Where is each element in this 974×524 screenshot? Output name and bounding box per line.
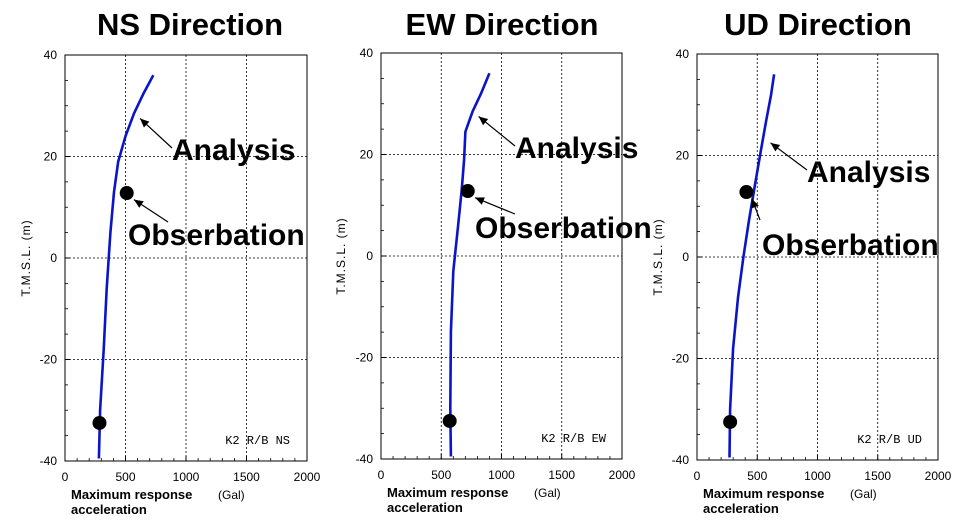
x-axis-label-line2: acceleration (387, 500, 463, 515)
x-tick-label: 1000 (804, 469, 831, 483)
y-tick-label: -20 (356, 351, 374, 365)
observation-point (739, 185, 754, 200)
y-axis-label: T.M.S.L. (m) (19, 219, 33, 296)
chart-panel-ew: EW Direction 0 500 1000 1500 2000 40 20 0 -20 -40 T… (334, 7, 652, 515)
y-tick-label: 20 (676, 149, 690, 163)
chart-panel-ns: NS Direction 0 500 1000 1500 2000 40 20 0 -20 -40 T… (19, 7, 321, 517)
y-axis-label: T.M.S.L. (m) (651, 218, 665, 295)
x-tick-label: 1000 (173, 470, 200, 484)
observation-point (723, 414, 738, 429)
y-tick-label: -40 (672, 453, 690, 467)
x-axis-label-line2: acceleration (71, 502, 147, 517)
annotation-label: Obserbation (475, 212, 652, 245)
analysis-line (97, 74, 155, 459)
annotation-label: Obserbation (762, 229, 939, 262)
analysis-line (449, 72, 491, 457)
chart-tag: K2 R/B UD (857, 433, 922, 447)
chart-tag: K2 R/B EW (541, 432, 607, 446)
x-tick-label: 2000 (294, 470, 321, 484)
chart-tag: K2 R/B NS (225, 434, 290, 448)
y-tick-label: 40 (676, 47, 690, 61)
annotation-label: Analysis (172, 134, 295, 167)
x-tick-label: 1500 (233, 470, 260, 484)
x-axis-unit: (Gal) (218, 488, 245, 502)
chart-panel-ud: UD Direction 0 500 1000 1500 2000 40 20 0 -20 -40 T… (651, 7, 952, 516)
y-tick-label: -40 (356, 452, 374, 466)
y-tick-label: 0 (50, 251, 57, 265)
x-axis-unit: (Gal) (534, 486, 561, 500)
annotation-label: Obserbation (128, 219, 305, 252)
x-tick-label: 500 (115, 470, 135, 484)
annotation-label: Analysis (807, 156, 930, 189)
chart-title: UD Direction (724, 7, 912, 42)
annotation-arrow-head (140, 118, 150, 128)
y-tick-label: 20 (360, 148, 374, 162)
x-axis-unit: (Gal) (850, 487, 877, 501)
annotation-arrow-head (478, 116, 489, 126)
observation-point (442, 413, 457, 428)
x-tick-label: 0 (694, 469, 701, 483)
x-tick-label: 1500 (548, 468, 575, 482)
observation-point (119, 186, 134, 201)
annotation-arrow-head (474, 197, 485, 205)
annotation-arrow-head (770, 142, 781, 152)
y-axis-label: T.M.S.L. (m) (334, 217, 348, 294)
annotation-arrow-head (133, 199, 144, 208)
observation-point (460, 184, 475, 199)
annotation-label: Analysis (515, 132, 638, 165)
y-tick-label: -40 (40, 454, 58, 468)
analysis-line (728, 74, 776, 458)
x-tick-label: 1000 (488, 468, 515, 482)
y-tick-label: -20 (672, 352, 690, 366)
x-tick-label: 500 (747, 469, 767, 483)
y-tick-label: 40 (44, 48, 58, 62)
x-tick-label: 1500 (864, 469, 891, 483)
chart-title: NS Direction (97, 7, 283, 42)
chart-title: EW Direction (406, 7, 599, 42)
x-axis-label-line2: acceleration (703, 501, 779, 516)
x-tick-label: 0 (62, 470, 69, 484)
y-tick-label: 20 (44, 150, 58, 164)
annotation-arrow-head (751, 198, 759, 209)
observation-point (92, 415, 107, 430)
y-tick-label: 0 (682, 250, 689, 264)
x-tick-label: 0 (378, 468, 385, 482)
x-axis-label-line1: Maximum response (703, 486, 824, 501)
y-tick-label: 40 (360, 46, 374, 60)
x-tick-label: 2000 (925, 469, 952, 483)
x-tick-label: 500 (431, 468, 451, 482)
y-tick-label: 0 (366, 249, 373, 263)
x-tick-label: 2000 (609, 468, 636, 482)
x-axis-label-line1: Maximum response (71, 487, 192, 502)
x-axis-label-line1: Maximum response (387, 485, 508, 500)
y-tick-label: -20 (40, 353, 58, 367)
